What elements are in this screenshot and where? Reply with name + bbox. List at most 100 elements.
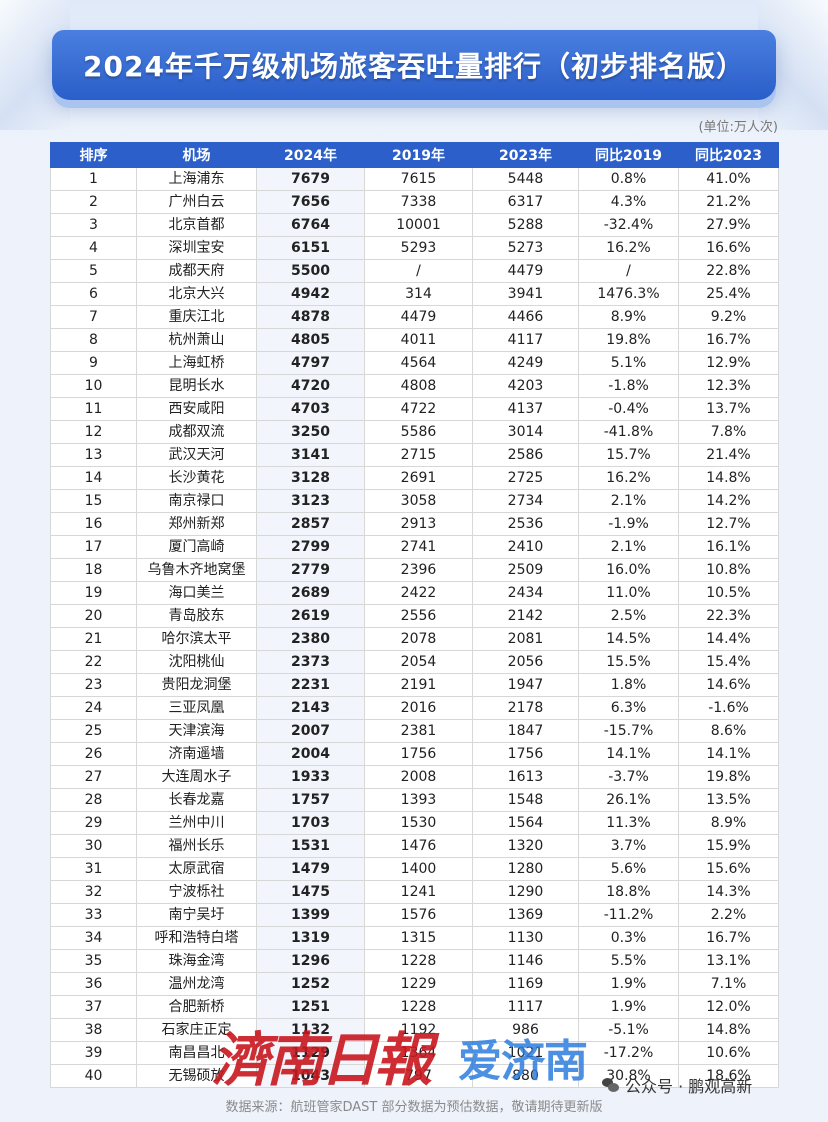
table-row: 26 济南遥墙 2004 1756 1756 14.1% 14.1% (50, 742, 779, 766)
cell-2024: 5500 (256, 259, 365, 283)
table-row: 35 珠海金湾 1296 1228 1146 5.5% 13.1% (50, 949, 779, 973)
cell-2023: 3014 (472, 420, 579, 444)
cell-yoy-2023: 7.1% (678, 972, 779, 996)
cell-yoy-2019: 16.2% (578, 236, 679, 260)
cell-2023: 1947 (472, 673, 579, 697)
cell-2019: 1530 (364, 811, 473, 835)
cell-airport: 北京大兴 (136, 282, 257, 306)
cell-2023: 880 (472, 1064, 579, 1088)
cell-2024: 2143 (256, 696, 365, 720)
cell-yoy-2023: 41.0% (678, 167, 779, 191)
cell-rank: 13 (50, 443, 137, 467)
cell-2024: 1531 (256, 834, 365, 858)
cell-2024: 4720 (256, 374, 365, 398)
cell-rank: 1 (50, 167, 137, 191)
cell-rank: 3 (50, 213, 137, 237)
cell-2023: 2509 (472, 558, 579, 582)
table-row: 37 合肥新桥 1251 1228 1117 1.9% 12.0% (50, 995, 779, 1019)
cell-2023: 2434 (472, 581, 579, 605)
cell-2024: 1319 (256, 926, 365, 950)
cell-2019: 2741 (364, 535, 473, 559)
cell-2023: 2536 (472, 512, 579, 536)
cell-yoy-2023: 21.4% (678, 443, 779, 467)
cell-2019: 7615 (364, 167, 473, 191)
cell-2023: 1320 (472, 834, 579, 858)
cell-2019: 4722 (364, 397, 473, 421)
cell-yoy-2019: 1.8% (578, 673, 679, 697)
cell-2019: 1228 (364, 995, 473, 1019)
cell-rank: 23 (50, 673, 137, 697)
cell-yoy-2023: 12.7% (678, 512, 779, 536)
cell-2023: 2410 (472, 535, 579, 559)
cell-2019: 1476 (364, 834, 473, 858)
table-row: 25 天津滨海 2007 2381 1847 -15.7% 8.6% (50, 719, 779, 743)
cell-2023: 1130 (472, 926, 579, 950)
cell-yoy-2023: 14.4% (678, 627, 779, 651)
wechat-account-label: 公众号 · 鹏观高新 (625, 1077, 753, 1096)
cell-yoy-2019: 0.3% (578, 926, 679, 950)
cell-rank: 25 (50, 719, 137, 743)
cell-rank: 36 (50, 972, 137, 996)
cell-2024: 1296 (256, 949, 365, 973)
cell-2023: 2142 (472, 604, 579, 628)
cell-yoy-2023: 10.8% (678, 558, 779, 582)
cell-2019: 2715 (364, 443, 473, 467)
cell-2024: 3128 (256, 466, 365, 490)
cell-airport: 重庆江北 (136, 305, 257, 329)
cell-2024: 2231 (256, 673, 365, 697)
cell-2019: 4479 (364, 305, 473, 329)
table-row: 31 太原武宿 1479 1400 1280 5.6% 15.6% (50, 857, 779, 881)
cell-yoy-2023: 2.2% (678, 903, 779, 927)
table-row: 10 昆明长水 4720 4808 4203 -1.8% 12.3% (50, 374, 779, 398)
cell-2019: 2054 (364, 650, 473, 674)
cell-yoy-2023: 13.1% (678, 949, 779, 973)
cell-rank: 34 (50, 926, 137, 950)
cell-rank: 11 (50, 397, 137, 421)
cell-rank: 30 (50, 834, 137, 858)
cell-yoy-2019: 14.5% (578, 627, 679, 651)
cell-rank: 35 (50, 949, 137, 973)
cell-2024: 2373 (256, 650, 365, 674)
cell-2023: 1613 (472, 765, 579, 789)
cell-rank: 20 (50, 604, 137, 628)
cell-rank: 26 (50, 742, 137, 766)
table-row: 32 宁波栎社 1475 1241 1290 18.8% 14.3% (50, 880, 779, 904)
cell-2024: 4805 (256, 328, 365, 352)
cell-yoy-2019: 14.1% (578, 742, 679, 766)
table-row: 30 福州长乐 1531 1476 1320 3.7% 15.9% (50, 834, 779, 858)
cell-2019: 314 (364, 282, 473, 306)
cell-2024: 7656 (256, 190, 365, 214)
cell-airport: 三亚凤凰 (136, 696, 257, 720)
table-row: 13 武汉天河 3141 2715 2586 15.7% 21.4% (50, 443, 779, 467)
cell-2019: 5293 (364, 236, 473, 260)
cell-2019: 1756 (364, 742, 473, 766)
cell-rank: 5 (50, 259, 137, 283)
cell-yoy-2019: 5.5% (578, 949, 679, 973)
cell-rank: 33 (50, 903, 137, 927)
table-row: 9 上海虹桥 4797 4564 4249 5.1% 12.9% (50, 351, 779, 375)
cell-yoy-2023: 7.8% (678, 420, 779, 444)
cell-yoy-2019: -41.8% (578, 420, 679, 444)
cell-rank: 32 (50, 880, 137, 904)
cell-rank: 39 (50, 1041, 137, 1065)
cell-2024: 2619 (256, 604, 365, 628)
cell-airport: 沈阳桃仙 (136, 650, 257, 674)
cell-airport: 北京首都 (136, 213, 257, 237)
cell-rank: 27 (50, 765, 137, 789)
table-row: 33 南宁吴圩 1399 1576 1369 -11.2% 2.2% (50, 903, 779, 927)
cell-yoy-2023: 13.7% (678, 397, 779, 421)
cell-airport: 无锡硕放 (136, 1064, 257, 1088)
cell-2019: 1400 (364, 857, 473, 881)
cell-2023: 4203 (472, 374, 579, 398)
cell-2019: 2191 (364, 673, 473, 697)
cell-yoy-2019: 1.9% (578, 972, 679, 996)
cell-yoy-2019: 5.1% (578, 351, 679, 375)
cell-yoy-2023: 18.6% (678, 1064, 779, 1088)
cell-yoy-2023: 22.8% (678, 259, 779, 283)
wechat-account: 公众号 · 鹏观高新 (602, 1073, 752, 1097)
cell-rank: 31 (50, 857, 137, 881)
table-row: 12 成都双流 3250 5586 3014 -41.8% 7.8% (50, 420, 779, 444)
cell-2019: 2913 (364, 512, 473, 536)
